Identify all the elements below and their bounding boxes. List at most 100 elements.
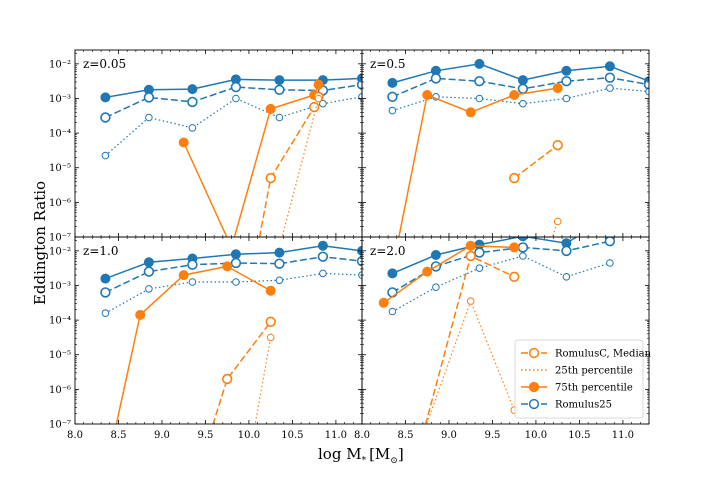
romulus25-median-point: [100, 287, 111, 298]
romulus25-25th-point: [562, 273, 571, 281]
panel-frame: [74, 236, 363, 425]
romulusc-median-point: [552, 140, 563, 151]
romulus25-median-point: [356, 79, 362, 90]
romulusc-75th-point: [422, 266, 433, 277]
x-tick-label: 11.0: [612, 430, 634, 441]
romulusc-75th-point: [265, 285, 276, 296]
x-tick-label: 8.5: [398, 430, 414, 441]
romulus25-25th-point: [562, 94, 571, 103]
romulus25-median-point: [474, 247, 485, 258]
romulus25-25th-point: [319, 99, 327, 108]
romulusc-75th-point: [265, 103, 276, 114]
romulusc-75th-line: [183, 84, 320, 237]
romulus25-75th-point: [606, 212, 615, 221]
romulus25-median-point: [230, 81, 242, 93]
panels-group: 10⁻²10⁻³10⁻⁴10⁻⁵10⁻⁶10⁻⁷z=0.05 z=0.510⁻²1…: [49, 49, 650, 441]
romulus25-75th-point: [430, 250, 441, 261]
y-tick-label: 10⁻⁵: [49, 350, 71, 361]
romulus25-75th-point: [100, 92, 111, 103]
x-tick-label: 9.5: [485, 430, 501, 441]
romulus25-median-point: [274, 258, 285, 269]
romulusc-75th-point: [178, 270, 189, 281]
romulus25-75th-line: [392, 237, 578, 275]
romulusc-median-line: [513, 144, 559, 179]
romulus25-25th-point: [475, 264, 484, 273]
romulus25-25th-point: [145, 285, 153, 293]
romulus25-25th-point: [275, 276, 284, 285]
romulus25-median-point: [387, 287, 398, 298]
romulusc-75th-point: [465, 240, 476, 251]
x-tick-label: 9.5: [198, 430, 214, 441]
romulusc-75th-point: [509, 242, 520, 253]
redshift-label: z=2.0: [370, 244, 405, 258]
romulusc-25th-point: [266, 333, 275, 342]
x-tick-label: 10.5: [281, 430, 303, 441]
y-tick-label: 10⁻²: [49, 59, 71, 70]
legend-label: RomulusC, Median: [555, 349, 652, 360]
y-tick-label: 10⁻³: [49, 94, 71, 105]
romulus25-75th-point: [474, 58, 485, 69]
romulus25-median-point: [356, 256, 362, 267]
romulusc-median-point: [265, 316, 276, 327]
romulus25-75th-point: [517, 75, 528, 86]
romulus25-25th-point: [101, 151, 110, 160]
romulus25-25th-point: [319, 269, 327, 278]
romulus25-median-point: [517, 83, 529, 95]
redshift-label: z=1.0: [83, 244, 118, 258]
x-tick-label: 8.5: [111, 430, 127, 441]
romulus25-median-point: [143, 266, 155, 277]
romulus25-median-point: [561, 75, 572, 87]
x-tick-label: 10.5: [568, 430, 590, 441]
x-tick-label: 10.0: [525, 430, 547, 441]
romulus25-25th-point: [519, 252, 527, 260]
romulusc-median-point: [265, 172, 276, 184]
romulusc-75th-point: [422, 89, 433, 100]
romulus25-25th-point: [388, 307, 397, 316]
romulus25-75th-point: [274, 247, 285, 258]
panel-z-0_05: 10⁻² 10⁻³ 10⁻⁴ 10⁻⁵ 10⁻⁶ 10⁻⁷ z=0.05: [49, 49, 363, 244]
romulusc-75th-point: [313, 79, 324, 90]
y-tick-label: 10⁻³: [49, 281, 71, 292]
romulusc-median-point: [509, 172, 520, 184]
romulus25-75th-point: [187, 84, 198, 95]
romulusc-25th-line: [551, 221, 559, 237]
romulusc-75th-point: [378, 297, 389, 308]
romulus25-25th-point: [275, 113, 284, 122]
romulus25-25th-point: [188, 278, 197, 286]
romulusc-75th-point: [552, 83, 563, 94]
legend-entry: RomulusC, Median: [521, 347, 652, 360]
romulusc-median-line: [258, 96, 320, 237]
romulus25-75th-point: [517, 237, 528, 242]
legend-label: 75th percentile: [555, 383, 633, 394]
legend: RomulusC, Median 25th percentile 75th perc…: [514, 339, 652, 419]
y-tick-label: 10⁻⁶: [49, 385, 71, 396]
romulus25-median-point: [474, 75, 485, 87]
romulus25-median-point: [517, 242, 529, 253]
romulus25-75th-point: [561, 65, 572, 76]
x-tick-label: 10.0: [238, 430, 260, 441]
x-tick-label: 11.0: [325, 430, 347, 441]
romulusc-75th-point: [222, 261, 233, 272]
romulus25-75th-point: [317, 240, 328, 251]
plot-area: [100, 73, 362, 237]
redshift-label: z=0.5: [370, 57, 405, 71]
romulus25-median-point: [317, 251, 329, 262]
x-axis-label: log M* [M⊙]: [318, 445, 404, 466]
romulus25-25th-point: [232, 94, 240, 103]
romulus25-25th-line: [392, 255, 611, 313]
romulusc-median-line: [424, 254, 515, 424]
y-tick-label: 10⁻⁷: [49, 233, 71, 244]
redshift-label: z=0.05: [83, 57, 126, 71]
panel-z-2_0: 8.0 8.5 9.0 9.5 10.0 10.5 11.0 z=2.0: [354, 212, 650, 441]
romulus25-25th-point: [388, 106, 397, 115]
romulus25-25th-point: [606, 259, 614, 267]
legend-entry: 25th percentile: [521, 366, 633, 377]
romulus25-25th-point: [101, 309, 110, 318]
romulus25-25th-point: [606, 84, 614, 92]
romulus25-median-point: [187, 96, 198, 108]
romulus25-median-point: [143, 92, 155, 103]
y-tick-label: 10⁻⁴: [49, 129, 71, 140]
romulus25-25th-point: [232, 278, 240, 286]
romulusc-25th-line: [254, 337, 272, 424]
romulusc-median-point: [222, 373, 233, 385]
